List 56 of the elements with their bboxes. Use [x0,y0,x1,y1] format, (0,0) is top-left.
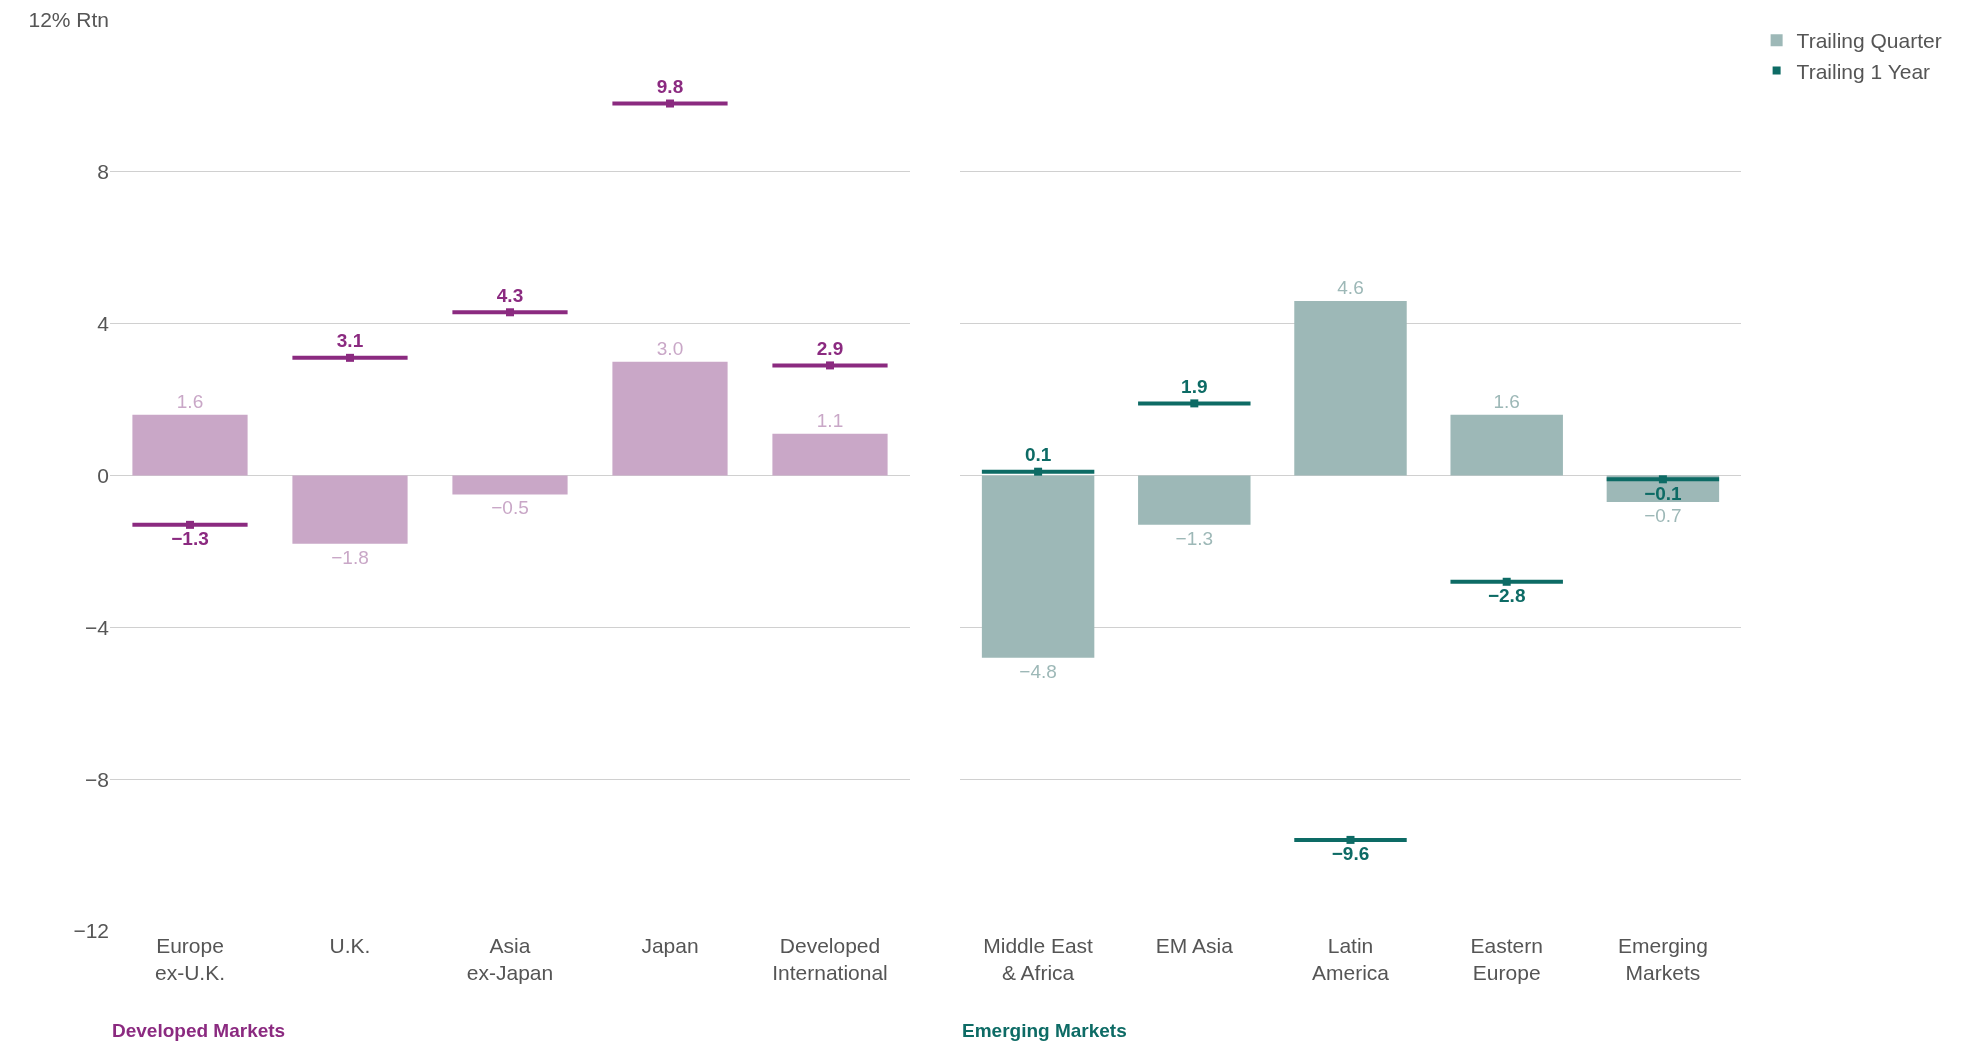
point [1346,835,1355,844]
x-tick-label: EM Asia [1155,934,1234,957]
x-tick-label: U.K. [329,934,371,957]
data-label: −0.5 [491,497,529,519]
point [1190,399,1199,408]
bar [452,475,568,495]
data-label: −1.8 [331,546,369,568]
y-tick-label: −12 [73,919,109,943]
data-label: 1.9 [1181,375,1208,397]
x-axis-title: Emerging Markets [962,1020,1127,1041]
data-label: 2.9 [816,337,844,359]
y-tick-label: 8 [97,160,109,184]
point [346,353,354,362]
data-label: 1.6 [176,390,204,412]
data-label: 1.1 [816,409,844,431]
x-tick-label: Eastern Europe [1470,934,1543,985]
point [1034,467,1043,476]
x-tick-label: Emerging Markets [1617,934,1708,985]
bar [132,414,248,476]
data-label: −1.3 [1175,527,1214,549]
data-label: 4.3 [496,284,524,306]
point [506,308,514,317]
data-label: −0.1 [1644,482,1683,504]
data-label: −2.8 [1487,585,1526,607]
bar [292,475,408,544]
data-label: −1.3 [171,528,209,550]
x-tick-label: Asia ex-Japan [466,934,554,985]
legend-label: Trailing 1 Year [1796,59,1931,83]
x-tick-label: Japan [641,934,699,957]
bar [772,433,888,476]
data-label: 0.1 [1024,443,1052,465]
y-tick-label: 12% Rtn [28,8,109,32]
data-label: 4.6 [1337,276,1364,298]
data-label: −9.6 [1331,843,1370,865]
point [666,99,674,108]
y-tick-label: 0 [97,463,109,487]
x-tick-label: Latin America [1311,934,1390,985]
legend-label: Trailing Quarter [1796,29,1942,53]
data-label: −4.8 [1019,660,1057,682]
point [826,361,834,370]
point [1658,475,1667,484]
x-tick-label: Europe ex-U.K. [154,934,226,985]
data-label: 1.6 [1493,390,1520,412]
point [186,520,194,529]
y-tick-label: −4 [85,615,110,639]
data-label: 3.1 [336,330,364,352]
y-tick-label: −8 [85,767,109,791]
bar [612,361,728,476]
x-axis-title: Developed Markets [112,1020,286,1041]
data-label: −0.7 [1644,505,1682,527]
x-tick-label: Middle East & Africa [983,934,1094,985]
data-label: 3.0 [656,337,684,359]
data-label: 9.8 [656,75,684,97]
y-tick-label: 4 [97,312,110,336]
x-tick-label: Developed International [772,934,888,985]
point [1502,577,1511,586]
